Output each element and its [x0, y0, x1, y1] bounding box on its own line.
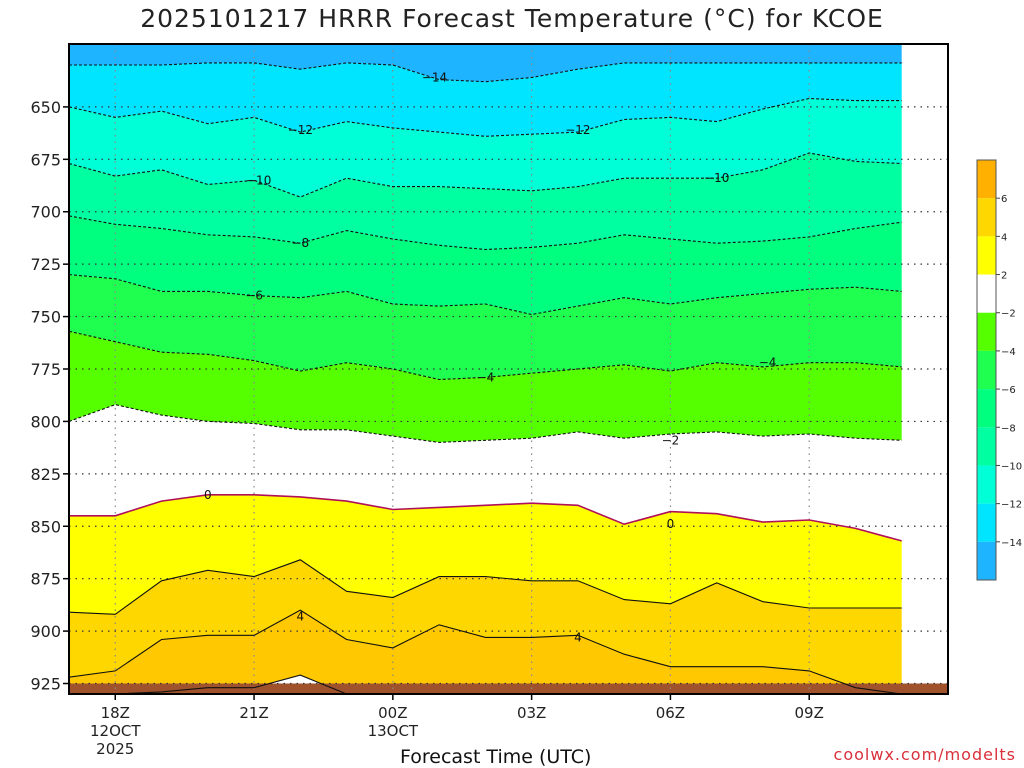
colorbar-swatch — [977, 389, 996, 428]
y-tick-label: 900 — [30, 622, 61, 641]
y-tick-label: 825 — [30, 465, 61, 484]
temp-band-8 — [69, 494, 902, 615]
contour-label: −4 — [759, 356, 777, 370]
y-tick-label: 775 — [30, 360, 61, 379]
isotherm-2 — [69, 559, 902, 615]
contour-label: −6 — [245, 289, 263, 303]
contour-label: −14 — [422, 71, 447, 85]
x-tick-label: 21Z — [239, 704, 268, 722]
contour-label-layer: −14 −12 −12 −10 −10 −8 −6 −4 −4 −2 0 0 4 4 — [204, 71, 776, 645]
contour-label: −12 — [288, 123, 313, 137]
colorbar-label: −10 — [1001, 461, 1022, 472]
colorbar-label: 2 — [1001, 271, 1007, 282]
x-tick-sublabel: 13OCT — [368, 722, 419, 740]
y-tick-label: 675 — [30, 150, 61, 169]
colorbar-swatch — [977, 350, 996, 390]
colorbar-label: 6 — [1001, 194, 1007, 205]
temp-band-0 — [69, 44, 902, 82]
isotherm--12 — [69, 97, 902, 137]
isotherm-layer — [69, 62, 902, 694]
temp-band-9 — [69, 559, 902, 694]
contour-label: −4 — [477, 370, 495, 384]
temp-band-7 — [69, 404, 902, 541]
y-tick-label: 725 — [30, 255, 61, 274]
colorbar-label: −14 — [1001, 538, 1022, 549]
y-tick-label: 650 — [30, 98, 61, 117]
ground-layer — [69, 683, 948, 694]
colorbar-swatch — [977, 503, 996, 542]
colorbar-label: −8 — [1001, 423, 1016, 434]
colorbar-label: −12 — [1001, 500, 1022, 511]
contour-label: −8 — [291, 236, 309, 250]
colorbar-swatch — [977, 312, 996, 351]
colorbar-frame — [976, 159, 997, 581]
x-tick-label: 09Z — [795, 704, 824, 722]
x-tick-label: 06Z — [656, 704, 685, 722]
colorbar-swatch — [977, 541, 996, 580]
colorbar-label: −2 — [1001, 309, 1016, 320]
temp-band-5 — [69, 274, 902, 380]
contour-label: −10 — [704, 171, 729, 185]
y-tick-label: 875 — [30, 570, 61, 589]
temp-band-4 — [69, 215, 902, 315]
credit-text: coolwx.com/modelts — [833, 745, 1016, 764]
isotherm--8 — [69, 215, 902, 251]
x-tick-sublabel: 12OCT — [90, 722, 141, 740]
isotherm--6 — [69, 274, 902, 316]
colorbar-swatch — [977, 160, 996, 199]
colorbar-label: −4 — [1001, 347, 1016, 358]
contour-label: 4 — [296, 609, 304, 623]
isotherm--10 — [69, 152, 902, 198]
temperature-fill-layer — [69, 44, 902, 694]
isotherm-6 — [69, 674, 902, 694]
colorbar-label: −6 — [1001, 385, 1016, 396]
y-tick-label: 925 — [30, 675, 61, 694]
y-tick-label: 750 — [30, 308, 61, 327]
ground-fill — [69, 683, 948, 694]
contour-label: −2 — [662, 433, 680, 447]
colorbar-swatch — [977, 427, 996, 466]
y-tick-label: 850 — [30, 517, 61, 536]
colorbar-swatch — [977, 236, 996, 275]
x-tick-label: 03Z — [517, 704, 546, 722]
temp-band-2 — [69, 98, 902, 198]
temp-band-6 — [69, 331, 902, 443]
contour-label: 0 — [204, 488, 212, 502]
grid-layer — [69, 44, 948, 694]
x-tick-label: 18Z — [101, 704, 130, 722]
colorbar-swatch — [977, 198, 996, 237]
isotherm-4 — [69, 609, 902, 694]
y-tick-label: 700 — [30, 203, 61, 222]
isotherm--2 — [69, 404, 902, 443]
x-axis-label: Forecast Time (UTC) — [400, 746, 592, 768]
y-axis: 650 675 700 725 750 775 800 825 850 875 900 925 — [30, 98, 69, 694]
temp-band-3 — [69, 153, 902, 250]
colorbar: 6 4 2 −2 −4 −6 −8 −10 −12 −14 — [976, 159, 1022, 581]
contour-label: 0 — [667, 517, 675, 531]
y-tick-label: 800 — [30, 412, 61, 431]
x-tick-sublabel: 2025 — [96, 740, 134, 758]
contour-label: −12 — [565, 123, 590, 137]
isotherm--4 — [69, 330, 902, 381]
colorbar-label: 4 — [1001, 232, 1007, 243]
contour-label: 4 — [574, 630, 582, 644]
isotherm-0 — [69, 494, 902, 542]
colorbar-swatch — [977, 465, 996, 504]
colorbar-swatch — [977, 274, 996, 313]
chart-title: 2025101217 HRRR Forecast Temperature (°C… — [140, 4, 884, 33]
contour-label: −10 — [246, 173, 271, 187]
temp-band-1 — [69, 62, 902, 137]
x-tick-label: 00Z — [378, 704, 407, 722]
